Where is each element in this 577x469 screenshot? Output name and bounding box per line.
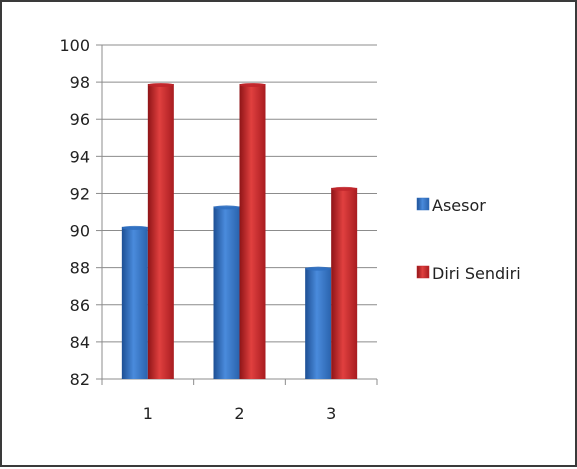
bar-diri-sendiri-3 [331, 187, 358, 379]
bar-cap [213, 205, 240, 210]
bar-diri-sendiri-1 [147, 83, 174, 379]
y-tick-label: 96 [70, 110, 90, 129]
y-tick-label: 88 [70, 259, 90, 278]
bar-cap [147, 82, 174, 87]
bar-asesor-2 [213, 206, 240, 379]
y-tick-label: 90 [70, 222, 90, 241]
x-tick-label: 3 [326, 404, 336, 423]
y-tick-label: 82 [70, 370, 90, 389]
y-tick-label: 92 [70, 184, 90, 203]
x-tick-label: 1 [143, 404, 153, 423]
bars [121, 82, 358, 379]
legend-label: Diri Sendiri [432, 264, 521, 283]
y-tick-label: 100 [59, 36, 90, 55]
y-tick-label: 86 [70, 296, 90, 315]
legend-swatch [416, 197, 430, 211]
legend: Asesor Diri Sendiri [416, 196, 521, 283]
bar-cap [121, 225, 148, 230]
bar-asesor-1 [121, 226, 148, 379]
legend-swatch [416, 265, 430, 279]
bar-cap [239, 82, 266, 87]
x-tick-label: 2 [234, 404, 244, 423]
bar-cap [305, 266, 332, 271]
y-tick-label: 98 [70, 73, 90, 92]
legend-label: Asesor [432, 196, 486, 215]
bar-asesor-3 [305, 267, 332, 379]
bar-diri-sendiri-2 [239, 83, 266, 379]
bar-cap [331, 186, 358, 191]
tick-labels: 82 84 86 88 90 92 94 96 98 100 1 2 3 [59, 36, 336, 423]
y-tick-label: 94 [70, 147, 90, 166]
y-tick-label: 84 [70, 333, 90, 352]
